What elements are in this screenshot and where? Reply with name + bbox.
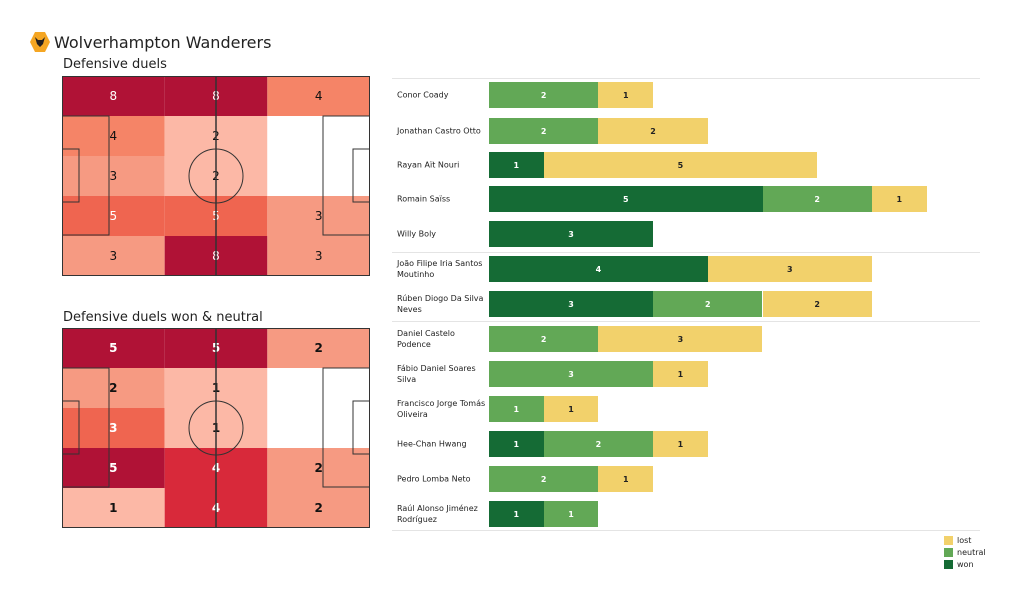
heatmap-cell-value: 4 xyxy=(110,129,118,143)
heatmap-cell-value: 3 xyxy=(315,249,323,263)
player-name: Romain Saïss xyxy=(397,194,451,204)
heatmap-cell-value: 2 xyxy=(314,461,322,475)
bar-lost: 5 xyxy=(543,152,818,178)
heatmap-cell-value: 8 xyxy=(110,89,118,103)
heatmap-cell xyxy=(62,448,165,488)
heatmap-cell-value: 2 xyxy=(109,381,117,395)
bar-lost: 1 xyxy=(543,396,599,422)
heatmap-cell xyxy=(267,408,370,448)
heatmap-cell xyxy=(62,76,165,116)
bar-neutral: 2 xyxy=(489,82,599,108)
group-separator xyxy=(392,530,980,531)
player-name: João Filipe Iria Santos Moutinho xyxy=(397,259,483,279)
player-name: Hee-Chan Hwang xyxy=(397,439,467,449)
bar-lost: 2 xyxy=(598,118,708,144)
player-name: Jonathan Castro Otto xyxy=(397,126,481,136)
bar-neutral: 1 xyxy=(543,501,599,527)
player-name: Conor Coady xyxy=(397,90,449,100)
heatmap-cell xyxy=(267,368,370,408)
player-name: Daniel Castelo Podence xyxy=(397,329,455,349)
heatmap-cell xyxy=(62,328,165,368)
heatmap-cell-value: 1 xyxy=(109,501,117,515)
bar-neutral: 2 xyxy=(543,431,654,457)
player-name: Francisco Jorge Tomás Oliveira xyxy=(397,399,486,419)
heatmap-cell xyxy=(267,116,370,156)
heatmap-cell xyxy=(267,196,370,236)
group-separator xyxy=(392,252,980,253)
bar-won: 3 xyxy=(489,291,654,317)
legend-item-neutral: neutral xyxy=(944,546,986,558)
heatmap-cell-value: 3 xyxy=(110,169,118,183)
pitch-lines xyxy=(62,328,370,528)
heatmap-cell xyxy=(267,236,370,276)
bar-neutral: 1 xyxy=(489,396,544,422)
legend-item-lost: lost xyxy=(944,534,986,546)
heatmap-cell-value: 2 xyxy=(314,501,322,515)
player-name: Willy Boly xyxy=(397,229,437,239)
heatmap-cell xyxy=(267,156,370,196)
heatmap-cell xyxy=(267,328,370,368)
heatmap-title-2: Defensive duels won & neutral xyxy=(63,310,263,325)
heatmap-cell-value: 3 xyxy=(109,421,117,435)
heatmap-cell-value: 3 xyxy=(110,249,118,263)
bar-won: 5 xyxy=(489,186,763,212)
pitch-lines xyxy=(62,76,370,276)
heatmap-cell xyxy=(62,488,165,528)
legend-item-won: won xyxy=(944,558,986,570)
player-name: Rayan Aït Nouri xyxy=(397,160,460,170)
bar-neutral: 2 xyxy=(489,326,599,352)
heatmap-cell xyxy=(267,448,370,488)
player-name: Rúben Diogo Da Silva Neves xyxy=(397,294,484,314)
group-separator xyxy=(392,78,980,79)
bar-lost: 1 xyxy=(871,186,927,212)
bar-won: 1 xyxy=(489,501,544,527)
group-separator xyxy=(392,321,980,322)
bar-lost: 1 xyxy=(598,466,654,492)
legend: lost neutral won xyxy=(944,534,986,570)
heatmap-cell-value: 5 xyxy=(109,461,117,475)
heatmap-cell-value: 2 xyxy=(314,341,322,355)
team-name: Wolverhampton Wanderers xyxy=(54,32,272,52)
bar-lost: 2 xyxy=(762,291,872,317)
bar-lost: 3 xyxy=(707,256,872,282)
bar-won: 4 xyxy=(489,256,708,282)
bar-won: 1 xyxy=(489,152,544,178)
player-name: Raúl Alonso Jiménez Rodríguez xyxy=(397,504,478,524)
heatmap-cell-value: 5 xyxy=(110,209,118,223)
heatmap-title-1: Defensive duels xyxy=(63,57,167,72)
bar-neutral: 2 xyxy=(762,186,872,212)
heatmap-cell xyxy=(267,76,370,116)
team-logo-icon xyxy=(30,32,50,52)
bar-lost: 1 xyxy=(653,361,708,387)
heatmap-cell xyxy=(62,236,165,276)
chart-header: Wolverhampton Wanderers xyxy=(30,32,271,52)
heatmap-cell-value: 3 xyxy=(315,209,323,223)
heatmap-cell xyxy=(62,196,165,236)
bar-lost: 1 xyxy=(598,82,654,108)
bar-won: 3 xyxy=(489,221,654,247)
player-name: Fábio Daniel Soares Silva xyxy=(397,364,476,384)
bar-neutral: 3 xyxy=(489,361,654,387)
player-name: Pedro Lomba Neto xyxy=(397,474,471,484)
bar-neutral: 2 xyxy=(489,118,599,144)
heatmap-cell-value: 5 xyxy=(109,341,117,355)
bar-neutral: 2 xyxy=(653,291,763,317)
bar-lost: 3 xyxy=(598,326,763,352)
heatmap-cell xyxy=(267,488,370,528)
bar-won: 1 xyxy=(489,431,544,457)
bar-lost: 1 xyxy=(653,431,708,457)
heatmap-cell-value: 4 xyxy=(315,89,323,103)
bar-neutral: 2 xyxy=(489,466,599,492)
